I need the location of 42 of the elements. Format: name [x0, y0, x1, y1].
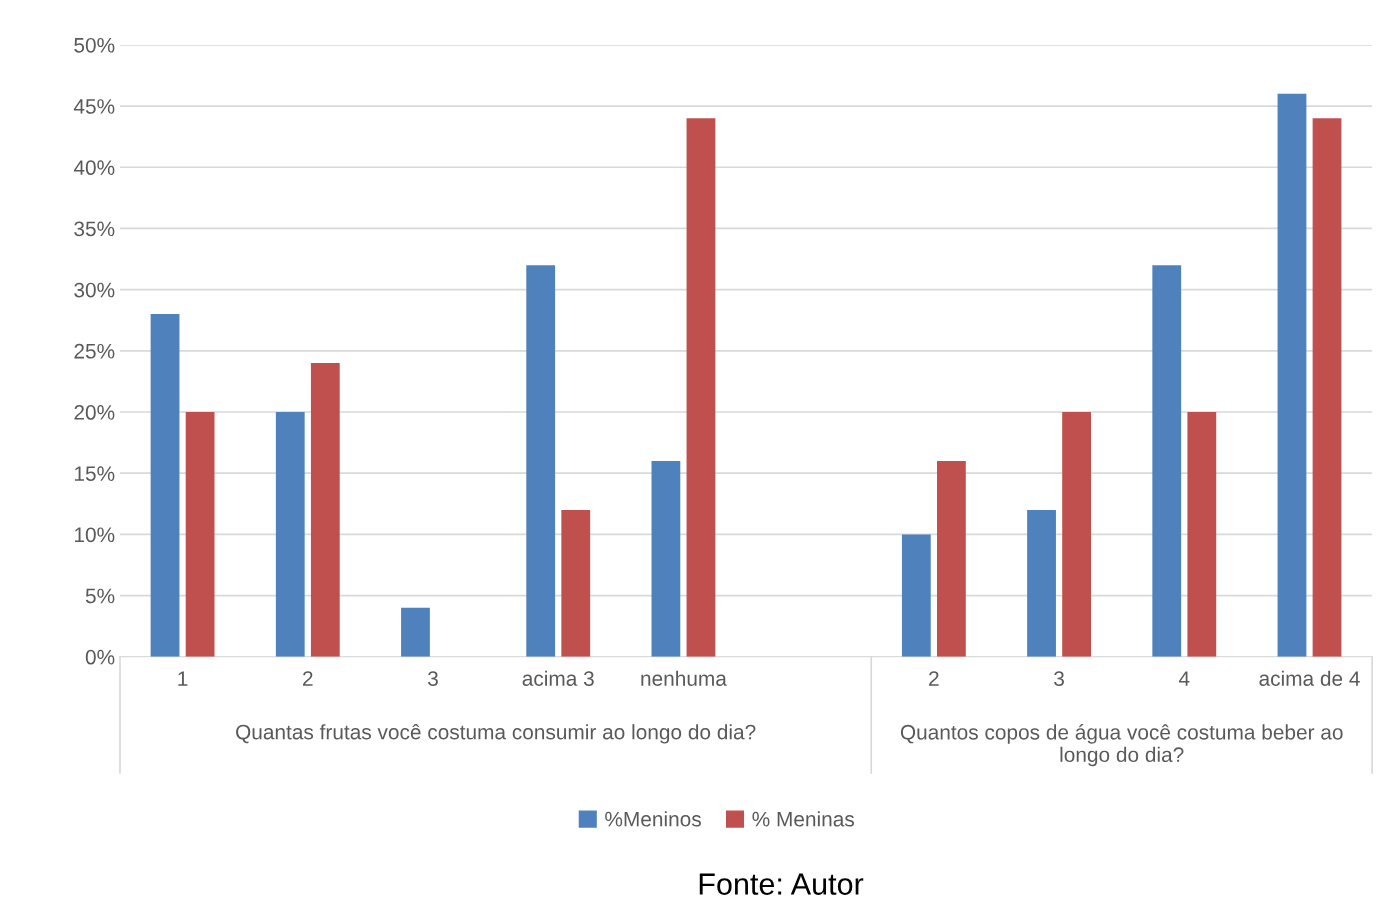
x-tick-label: nenhuma	[641, 670, 727, 686]
x-tick-label: 2	[303, 671, 313, 686]
bar	[275, 412, 305, 657]
legend-label: % Meninas	[752, 811, 854, 827]
y-tick-label: 45%	[73, 99, 115, 114]
bar	[1187, 412, 1217, 657]
y-tick-label: 30%	[74, 282, 115, 298]
y-tick-label: 0%	[85, 649, 115, 665]
x-tick-label: 4	[1178, 671, 1190, 686]
y-tick-label: 35%	[74, 221, 115, 237]
y-tick-label: 5%	[85, 588, 115, 604]
source-note: Fonte: Autor	[699, 873, 864, 895]
y-tick-label: 25%	[74, 343, 115, 359]
bar	[651, 460, 681, 657]
bar	[526, 265, 556, 657]
bar	[936, 460, 966, 657]
y-tick-label: 50%	[74, 37, 115, 53]
bar	[1277, 93, 1307, 657]
y-tick-label: 10%	[75, 527, 115, 543]
y-tick-label: 40%	[73, 160, 115, 176]
bar	[686, 118, 716, 657]
bar	[1027, 509, 1056, 657]
bar	[1152, 265, 1182, 657]
legend-label: %Meninos	[605, 811, 701, 827]
x-tick-label: acima 3	[522, 670, 594, 686]
bar	[1062, 412, 1091, 657]
text: Quantas frutas você costuma consumir ao longo do dia?	[236, 724, 756, 744]
bar	[901, 534, 931, 657]
text: Quantos copos de água você costuma beber ao longo do dia?	[900, 724, 1343, 767]
y-tick-label: 20%	[74, 405, 115, 420]
x-tick-label: 2	[929, 671, 939, 686]
bar	[561, 509, 591, 657]
x-tick-label: 3	[428, 671, 438, 686]
x-tick-label: 3	[1054, 671, 1064, 686]
x-tick-label: 1	[178, 671, 188, 686]
bar	[185, 412, 215, 657]
bar	[150, 314, 180, 657]
bar	[310, 363, 340, 657]
bar	[401, 607, 430, 657]
y-tick-label: 15%	[75, 466, 115, 481]
x-tick-label: acima de 4	[1259, 670, 1360, 686]
bar	[1312, 118, 1342, 657]
